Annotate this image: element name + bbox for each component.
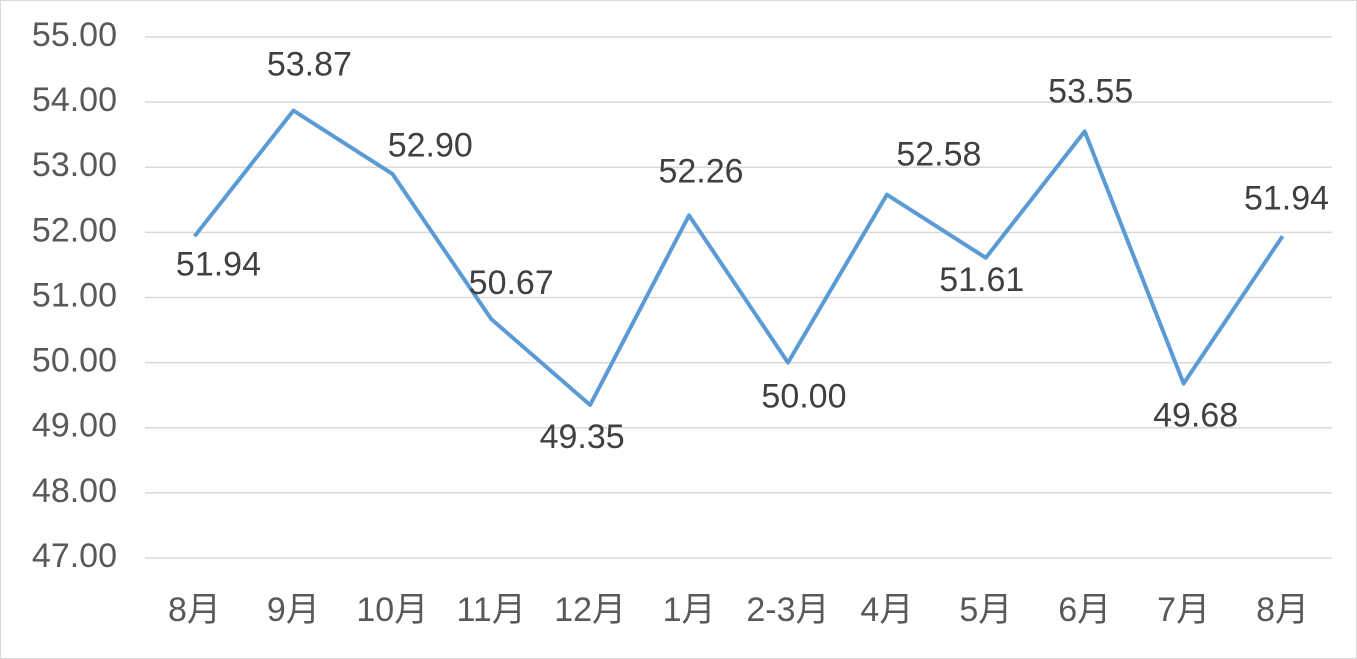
y-tick-label: 55.00 [32,16,117,54]
data-label: 52.58 [896,136,981,174]
data-label: 51.61 [939,261,1024,299]
x-tick-label: 1月 [663,591,716,629]
x-tick-label: 12月 [554,591,626,629]
x-tick-label: 9月 [267,591,320,629]
data-label: 51.94 [1244,179,1329,217]
y-tick-label: 50.00 [32,342,117,380]
x-tick-label: 7月 [1157,591,1210,629]
y-tick-label: 52.00 [32,211,117,249]
data-label: 52.26 [658,152,743,190]
x-tick-label: 8月 [1256,591,1309,629]
x-tick-label: 2-3月 [746,591,829,629]
x-tick-label: 11月 [457,591,526,629]
y-tick-label: 49.00 [32,407,117,445]
y-tick-label: 54.00 [32,81,117,119]
data-label: 50.00 [761,378,846,416]
y-tick-label: 48.00 [32,472,117,510]
data-label: 49.35 [540,418,625,456]
x-tick-label: 8月 [168,591,221,629]
x-tick-label: 4月 [860,591,913,629]
data-label: 49.68 [1153,396,1238,434]
data-label: 53.55 [1048,72,1133,110]
x-tick-label: 5月 [959,591,1012,629]
x-tick-label: 6月 [1058,591,1111,629]
x-tick-label: 10月 [356,591,428,629]
y-tick-label: 53.00 [32,146,117,184]
data-label: 50.67 [469,264,554,302]
data-label: 51.94 [176,245,261,283]
y-tick-label: 47.00 [32,537,117,575]
data-label: 53.87 [267,46,352,84]
data-label: 52.90 [388,127,473,165]
y-tick-label: 51.00 [32,276,117,314]
data-line [192,108,1285,407]
